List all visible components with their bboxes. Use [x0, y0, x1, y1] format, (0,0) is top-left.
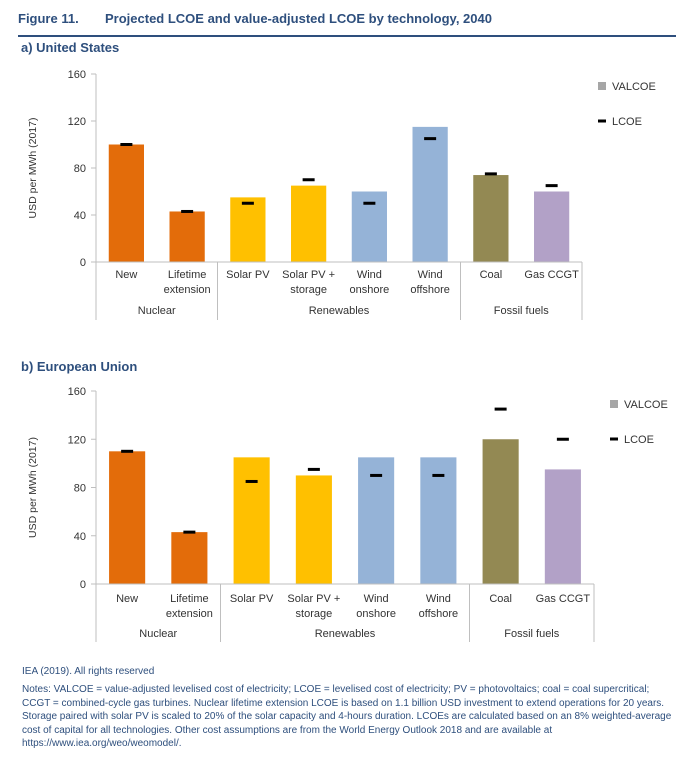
legend-label-valcoe: VALCOE	[624, 399, 668, 411]
category-label: Wind	[426, 593, 451, 605]
bar-valcoe	[295, 475, 332, 584]
group-label: Renewables	[315, 628, 376, 640]
category-label: storage	[296, 608, 333, 620]
bar-valcoe	[171, 532, 208, 584]
bar-valcoe	[233, 457, 270, 584]
category-label: Gas CCGT	[536, 593, 591, 605]
group-label: Renewables	[309, 305, 370, 317]
category-label: Solar PV +	[282, 269, 335, 281]
figure-title: Projected LCOE and value-adjusted LCOE b…	[105, 11, 492, 26]
legend-swatch-valcoe	[598, 82, 606, 90]
marker-lcoe	[556, 437, 569, 441]
y-tick-label: 160	[68, 386, 86, 398]
legend-label-lcoe: LCOE	[624, 434, 654, 446]
bar-valcoe	[230, 197, 266, 262]
marker-lcoe	[494, 407, 507, 411]
category-label: extension	[164, 284, 211, 296]
marker-lcoe	[245, 479, 258, 483]
legend-swatch-valcoe	[610, 400, 618, 408]
y-tick-label: 40	[74, 210, 86, 222]
y-axis-label: USD per MWh (2017)	[27, 118, 39, 219]
category-label: onshore	[349, 284, 389, 296]
legend-label-lcoe: LCOE	[612, 116, 642, 128]
y-tick-label: 40	[74, 531, 86, 543]
category-label: Gas CCGT	[524, 269, 579, 281]
bar-valcoe	[291, 185, 327, 262]
marker-lcoe	[121, 449, 134, 453]
panel-title-eu: b) European Union	[21, 359, 138, 374]
bar-valcoe	[482, 439, 519, 584]
bar-valcoe	[169, 211, 205, 262]
category-label: extension	[166, 608, 213, 620]
group-label: Fossil fuels	[494, 305, 550, 317]
footer-notes: Notes: VALCOE = value-adjusted levelised…	[22, 684, 672, 749]
group-label: Nuclear	[139, 628, 177, 640]
y-tick-label: 160	[68, 69, 86, 81]
legend-label-valcoe: VALCOE	[612, 81, 656, 93]
category-label: Solar PV +	[287, 593, 340, 605]
marker-lcoe	[181, 209, 194, 213]
category-label: storage	[290, 284, 327, 296]
y-tick-label: 0	[80, 257, 86, 269]
group-label: Fossil fuels	[504, 628, 560, 640]
marker-lcoe	[432, 473, 445, 477]
category-label: Coal	[489, 593, 512, 605]
footer-credit: IEA (2019). All rights reserved	[22, 666, 155, 677]
marker-lcoe	[424, 137, 437, 141]
category-label: Lifetime	[170, 593, 209, 605]
category-label: offshore	[410, 284, 450, 296]
chart-us: USD per MWh (2017) 0 40 80 120 160 New Lifetime…	[27, 69, 656, 320]
bar-valcoe	[534, 191, 570, 262]
category-label: Solar PV	[230, 593, 274, 605]
figure-header: Figure 11. Projected LCOE and value-adju…	[18, 9, 676, 37]
category-label: Coal	[480, 269, 503, 281]
marker-lcoe	[363, 201, 376, 205]
y-tick-label: 0	[80, 579, 86, 591]
y-tick-label: 80	[74, 483, 86, 495]
marker-lcoe	[370, 473, 383, 477]
category-label: offshore	[419, 608, 459, 620]
category-label: Wind	[418, 269, 443, 281]
group-label: Nuclear	[138, 305, 176, 317]
bar-valcoe	[420, 457, 457, 584]
bar-valcoe	[412, 126, 448, 262]
bar-valcoe	[109, 451, 146, 584]
category-label: Lifetime	[168, 269, 207, 281]
category-label: New	[115, 269, 137, 281]
marker-lcoe	[545, 184, 558, 188]
legend-swatch-lcoe	[598, 119, 606, 123]
bar-valcoe	[544, 469, 581, 584]
bar-valcoe	[108, 144, 144, 262]
marker-lcoe	[302, 178, 315, 182]
y-axis-label: USD per MWh (2017)	[27, 437, 39, 538]
category-label: New	[116, 593, 138, 605]
marker-lcoe	[183, 530, 196, 534]
marker-lcoe	[307, 467, 320, 471]
category-label: Solar PV	[226, 269, 270, 281]
chart-eu: USD per MWh (2017) 0 40 80 120 160 New Lifetime…	[27, 386, 668, 642]
category-label: Wind	[364, 593, 389, 605]
bar-valcoe	[473, 175, 509, 262]
marker-lcoe	[484, 172, 497, 176]
marker-lcoe	[241, 201, 254, 205]
category-label: Wind	[357, 269, 382, 281]
y-tick-label: 120	[68, 116, 86, 128]
y-tick-label: 80	[74, 163, 86, 175]
category-label: onshore	[356, 608, 396, 620]
figure-number: Figure 11.	[18, 11, 79, 26]
legend-swatch-lcoe	[610, 437, 618, 441]
marker-lcoe	[120, 143, 133, 146]
y-tick-label: 120	[68, 434, 86, 446]
panel-title-us: a) United States	[21, 40, 120, 55]
bar-valcoe	[358, 457, 395, 584]
